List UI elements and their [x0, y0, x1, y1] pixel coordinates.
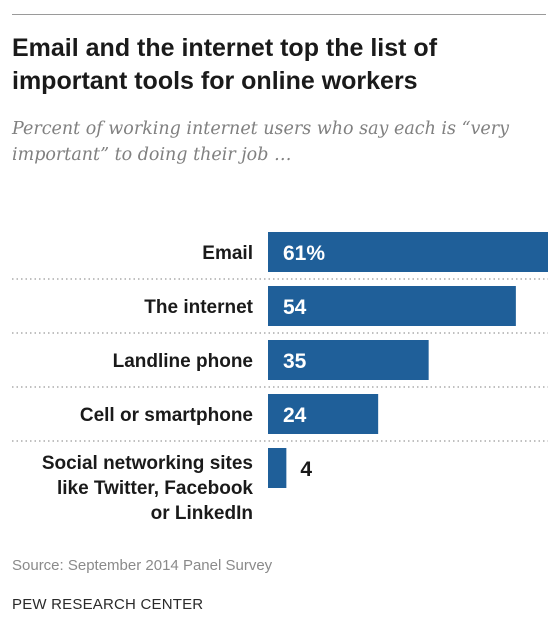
- source-note: Source: September 2014 Panel Survey: [12, 557, 273, 574]
- bar-3: [268, 394, 379, 434]
- value-label-4: 4: [300, 458, 312, 481]
- category-label-0: Email: [202, 243, 253, 264]
- category-label-1: The internet: [144, 297, 253, 318]
- chart-subtitle: Percent of working internet users who sa…: [12, 119, 510, 165]
- bar-0: [268, 232, 548, 272]
- bar-2: [268, 340, 429, 380]
- value-label-2: 35: [283, 350, 307, 373]
- value-label-1: 54: [283, 296, 307, 319]
- category-label-2: Landline phone: [113, 351, 253, 372]
- category-label-4: Social networking sites like Twitter, Fac…: [42, 453, 254, 524]
- credit-label: PEW RESEARCH CENTER: [12, 596, 204, 613]
- bar-1: [268, 286, 516, 326]
- chart-title: Email and the internet top the list of i…: [12, 34, 438, 95]
- bar-chart: Email 61% The internet 54 Landline phone 35 Ce…: [12, 232, 548, 524]
- top-rule: [12, 14, 546, 15]
- value-label-3: 24: [283, 404, 307, 427]
- value-label-0: 61%: [283, 242, 325, 265]
- category-label-3: Cell or smartphone: [80, 405, 253, 426]
- bar-4: [268, 448, 287, 488]
